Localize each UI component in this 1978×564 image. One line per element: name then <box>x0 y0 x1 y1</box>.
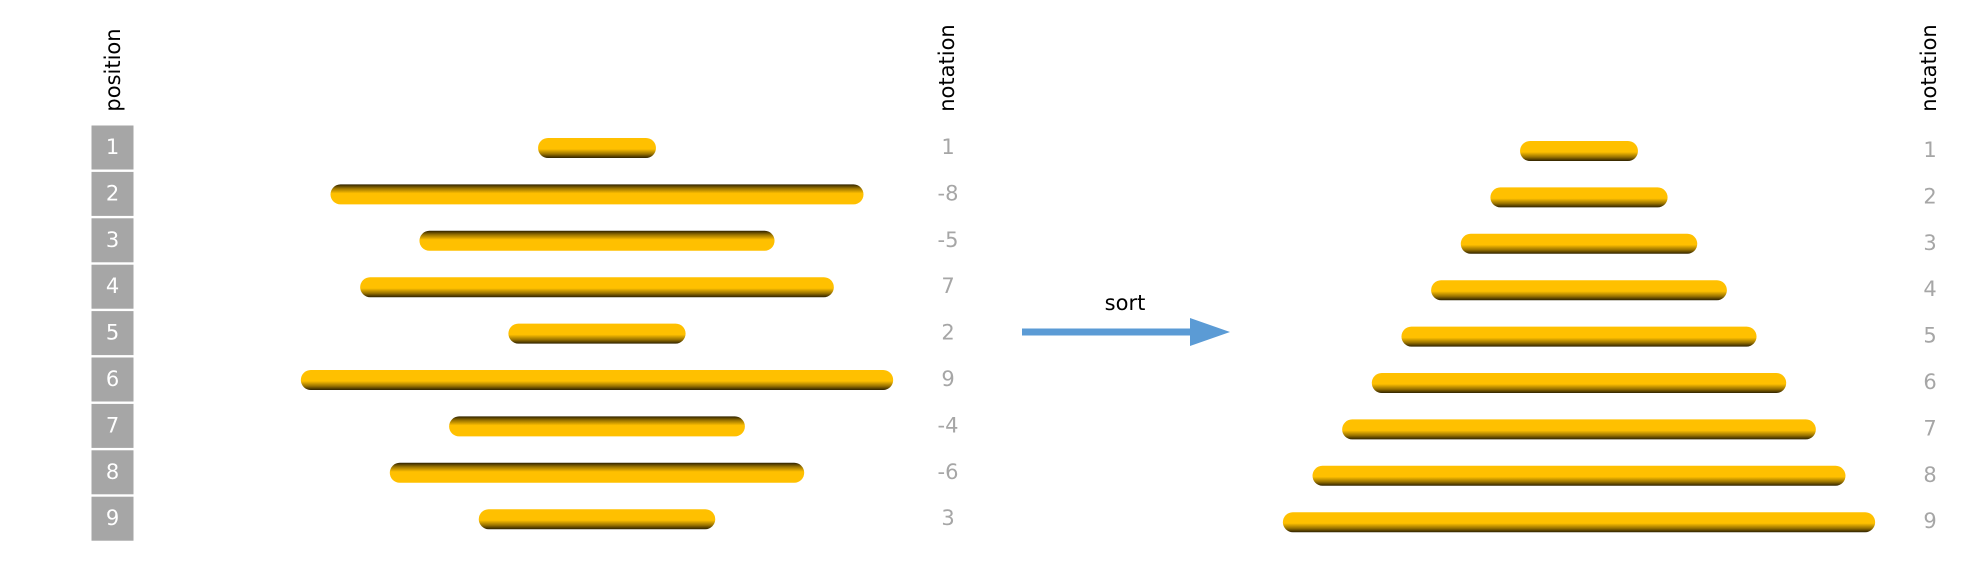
notation-label: -6 <box>938 460 959 484</box>
position-box <box>90 356 135 403</box>
notation-header: notation <box>935 24 959 112</box>
position-label: 7 <box>106 413 119 437</box>
pancake <box>1342 419 1816 440</box>
position-label: 6 <box>106 367 119 391</box>
position-box <box>90 402 135 449</box>
position-label: 1 <box>106 135 119 159</box>
notation-label: 4 <box>1923 277 1936 301</box>
notation-label: -8 <box>938 181 959 205</box>
position-label: 9 <box>106 506 119 530</box>
notation-header: notation <box>1917 24 1941 112</box>
pancake <box>538 138 656 158</box>
notation-label: 8 <box>1923 463 1936 487</box>
pancake <box>478 509 716 530</box>
position-label: 4 <box>106 274 119 298</box>
position-box <box>90 310 135 357</box>
pancake <box>449 416 745 437</box>
notation-label: 7 <box>941 274 954 298</box>
pancake <box>1282 512 1876 533</box>
position-label: 2 <box>106 181 119 205</box>
position-box <box>90 170 135 217</box>
position-label: 8 <box>106 460 119 484</box>
sort-label: sort <box>1105 291 1146 315</box>
notation-label: 1 <box>941 135 954 159</box>
position-box <box>90 217 135 264</box>
pancake <box>1460 233 1698 254</box>
notation-label: 7 <box>1923 416 1936 440</box>
notation-label: 3 <box>941 506 954 530</box>
notation-label: 9 <box>1923 509 1936 533</box>
pancake <box>1431 280 1727 301</box>
notation-label: 1 <box>1923 138 1936 162</box>
pancake <box>419 230 775 251</box>
pancake <box>508 323 686 344</box>
pancake <box>1490 187 1668 208</box>
pancake <box>330 184 864 205</box>
position-box <box>90 124 135 171</box>
pancake <box>1520 141 1638 161</box>
notation-label: 2 <box>1923 184 1936 208</box>
position-header: position <box>101 28 125 111</box>
notation-label: 6 <box>1923 370 1936 394</box>
position-box <box>90 449 135 496</box>
notation-label: 9 <box>941 367 954 391</box>
notation-label: 5 <box>1923 324 1936 348</box>
position-box <box>90 263 135 310</box>
notation-label: 3 <box>1923 231 1936 255</box>
notation-label: -4 <box>938 413 959 437</box>
pancake <box>1401 326 1757 347</box>
notation-label: 2 <box>941 321 954 345</box>
position-box <box>90 495 135 542</box>
position-label: 5 <box>106 321 119 345</box>
pancake <box>1371 373 1787 393</box>
position-label: 3 <box>106 228 119 252</box>
pancake <box>389 462 805 483</box>
pancake <box>360 277 834 298</box>
pancake <box>300 370 894 390</box>
pancake <box>1312 465 1846 486</box>
arrow-head <box>1190 318 1230 346</box>
notation-label: -5 <box>938 228 959 252</box>
